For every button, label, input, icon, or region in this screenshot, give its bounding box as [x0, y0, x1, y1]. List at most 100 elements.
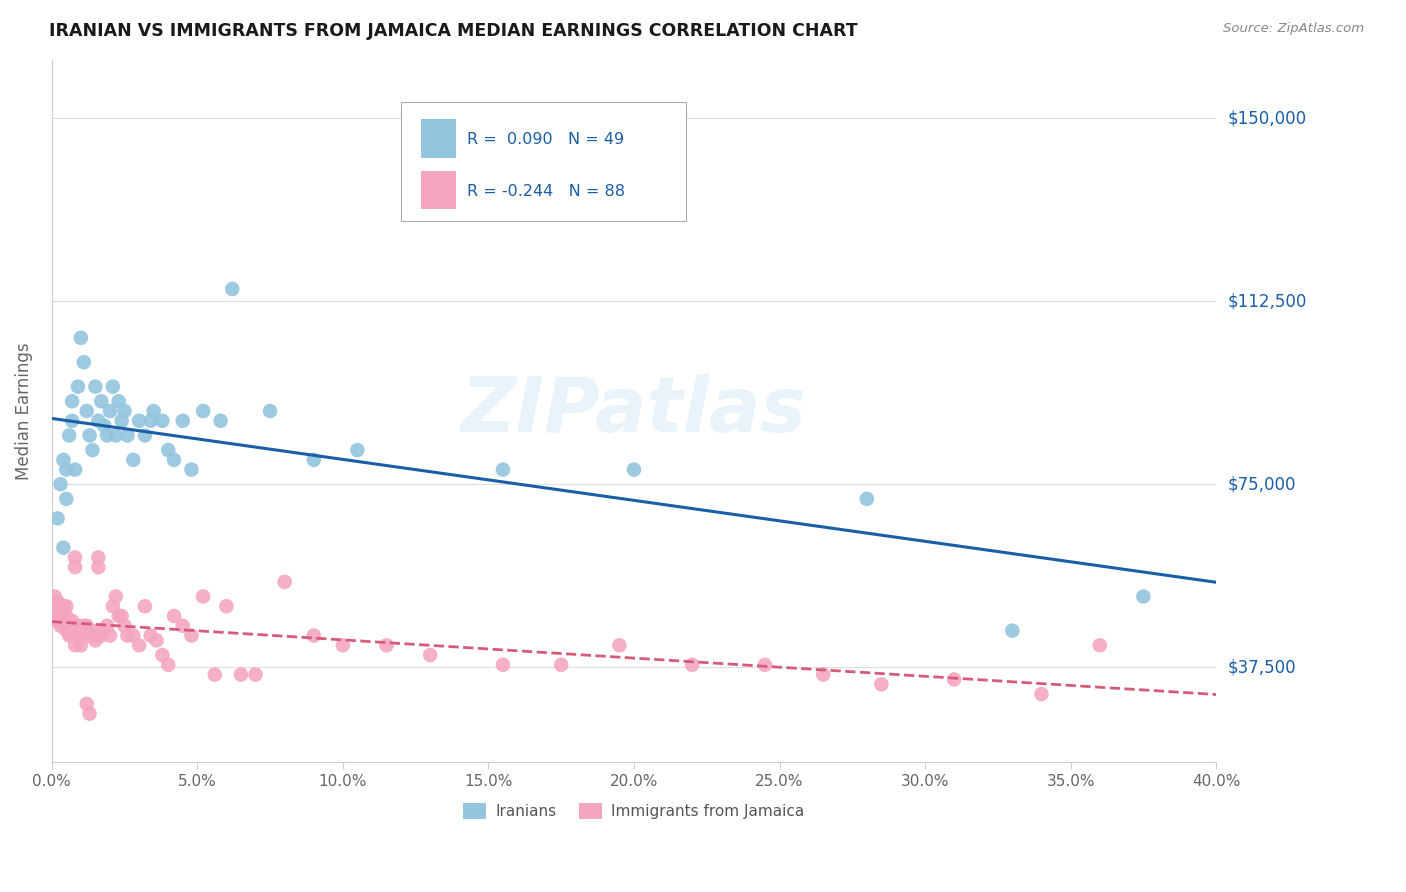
Point [55, 599, 77, 614]
Point [73, 355, 96, 369]
Point [114, 619, 136, 633]
Point [302, 628, 325, 642]
Point [79, 628, 101, 642]
FancyBboxPatch shape [401, 102, 686, 221]
Point [63, 560, 86, 574]
Point [44, 590, 66, 604]
Point [180, 462, 202, 476]
Text: Source: ZipAtlas.com: Source: ZipAtlas.com [1223, 22, 1364, 36]
Point [101, 599, 124, 614]
Point [332, 638, 354, 652]
Point [46, 599, 69, 614]
Point [79, 706, 101, 721]
Point [1088, 638, 1111, 652]
Point [163, 452, 186, 467]
Point [110, 414, 132, 428]
Point [70, 331, 93, 345]
Point [122, 628, 145, 642]
Point [811, 667, 834, 681]
Point [52, 614, 75, 628]
Point [52, 599, 75, 614]
Point [139, 414, 162, 428]
Point [191, 404, 214, 418]
Text: $37,500: $37,500 [1227, 658, 1296, 676]
Text: ZIPatlas: ZIPatlas [461, 374, 807, 448]
Point [128, 414, 150, 428]
Point [49, 599, 72, 614]
Point [98, 404, 121, 418]
Point [681, 657, 703, 672]
Point [70, 638, 93, 652]
Point [122, 452, 145, 467]
Point [245, 667, 267, 681]
Point [150, 414, 173, 428]
Point [82, 624, 104, 638]
Point [117, 628, 139, 642]
Point [84, 633, 107, 648]
Point [139, 628, 162, 642]
Point [60, 619, 83, 633]
Text: $150,000: $150,000 [1227, 109, 1306, 128]
Point [302, 452, 325, 467]
Point [856, 491, 879, 506]
Point [492, 657, 515, 672]
Point [346, 443, 368, 458]
Point [46, 614, 69, 628]
Point [101, 379, 124, 393]
Point [93, 418, 115, 433]
Point [107, 394, 129, 409]
Point [49, 619, 72, 633]
Point [52, 541, 75, 555]
Point [1001, 624, 1024, 638]
Point [90, 394, 112, 409]
Point [60, 394, 83, 409]
FancyBboxPatch shape [420, 120, 456, 158]
Point [114, 404, 136, 418]
Text: IRANIAN VS IMMIGRANTS FROM JAMAICA MEDIAN EARNINGS CORRELATION CHART: IRANIAN VS IMMIGRANTS FROM JAMAICA MEDIA… [49, 22, 858, 40]
Point [63, 550, 86, 565]
Legend: Iranians, Immigrants from Jamaica: Iranians, Immigrants from Jamaica [457, 797, 811, 825]
Point [609, 638, 631, 652]
Point [66, 379, 89, 393]
Point [419, 648, 441, 662]
Text: R = -0.244   N = 88: R = -0.244 N = 88 [467, 184, 626, 199]
Point [76, 404, 98, 418]
Point [1132, 590, 1154, 604]
Point [84, 379, 107, 393]
Point [63, 462, 86, 476]
Point [550, 657, 572, 672]
Point [259, 404, 281, 418]
Point [1031, 687, 1053, 701]
Point [172, 619, 194, 633]
Point [98, 628, 121, 642]
Point [163, 609, 186, 624]
Point [66, 619, 89, 633]
Point [58, 619, 80, 633]
Point [60, 614, 83, 628]
Point [55, 614, 77, 628]
Point [55, 609, 77, 624]
Point [82, 443, 104, 458]
Point [229, 667, 252, 681]
Point [90, 628, 112, 642]
Point [58, 614, 80, 628]
Point [93, 624, 115, 638]
Point [134, 599, 156, 614]
Y-axis label: Median Earnings: Median Earnings [15, 343, 32, 480]
Point [204, 667, 226, 681]
Point [73, 619, 96, 633]
Point [273, 574, 295, 589]
Point [52, 609, 75, 624]
Point [157, 657, 180, 672]
Point [84, 628, 107, 642]
Point [66, 628, 89, 642]
Point [87, 560, 110, 574]
Point [46, 511, 69, 525]
Point [46, 609, 69, 624]
Point [142, 404, 165, 418]
FancyBboxPatch shape [420, 170, 456, 210]
Text: R =  0.090   N = 49: R = 0.090 N = 49 [467, 131, 624, 146]
Point [55, 491, 77, 506]
Text: $75,000: $75,000 [1227, 475, 1296, 493]
Point [96, 619, 118, 633]
